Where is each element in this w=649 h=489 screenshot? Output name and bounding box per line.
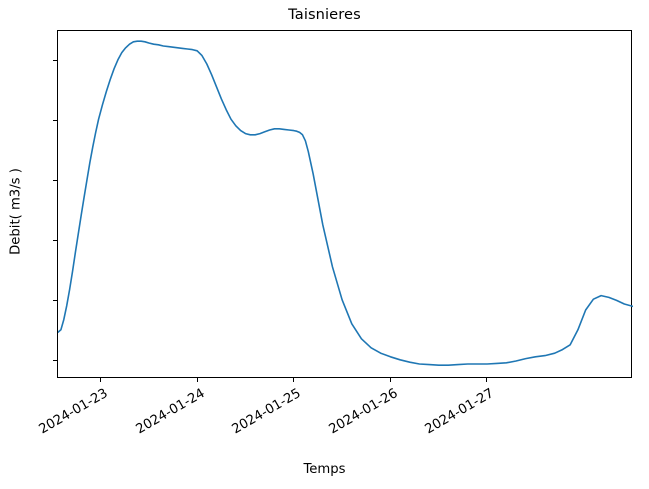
ytick-mark-12 bbox=[53, 60, 57, 62]
ytick-mark-9 bbox=[53, 240, 57, 242]
y-axis-label: Debit( m3/s ) bbox=[8, 168, 24, 255]
series-line-svg bbox=[58, 40, 633, 367]
xtick-mark-0 bbox=[100, 378, 102, 382]
ytick-mark-7 bbox=[53, 360, 57, 362]
ytick-mark-11 bbox=[53, 120, 57, 122]
x-axis-label: Temps bbox=[303, 462, 346, 477]
xtick-mark-4 bbox=[486, 378, 488, 382]
xtick-mark-3 bbox=[389, 378, 391, 382]
xtick-mark-1 bbox=[196, 378, 198, 382]
plot-area bbox=[57, 30, 633, 378]
xtick-mark-2 bbox=[293, 378, 295, 382]
chart-title: Taisnieres bbox=[288, 6, 361, 23]
ytick-mark-8 bbox=[53, 300, 57, 302]
ytick-mark-10 bbox=[53, 180, 57, 182]
series-line-debit bbox=[58, 40, 633, 367]
